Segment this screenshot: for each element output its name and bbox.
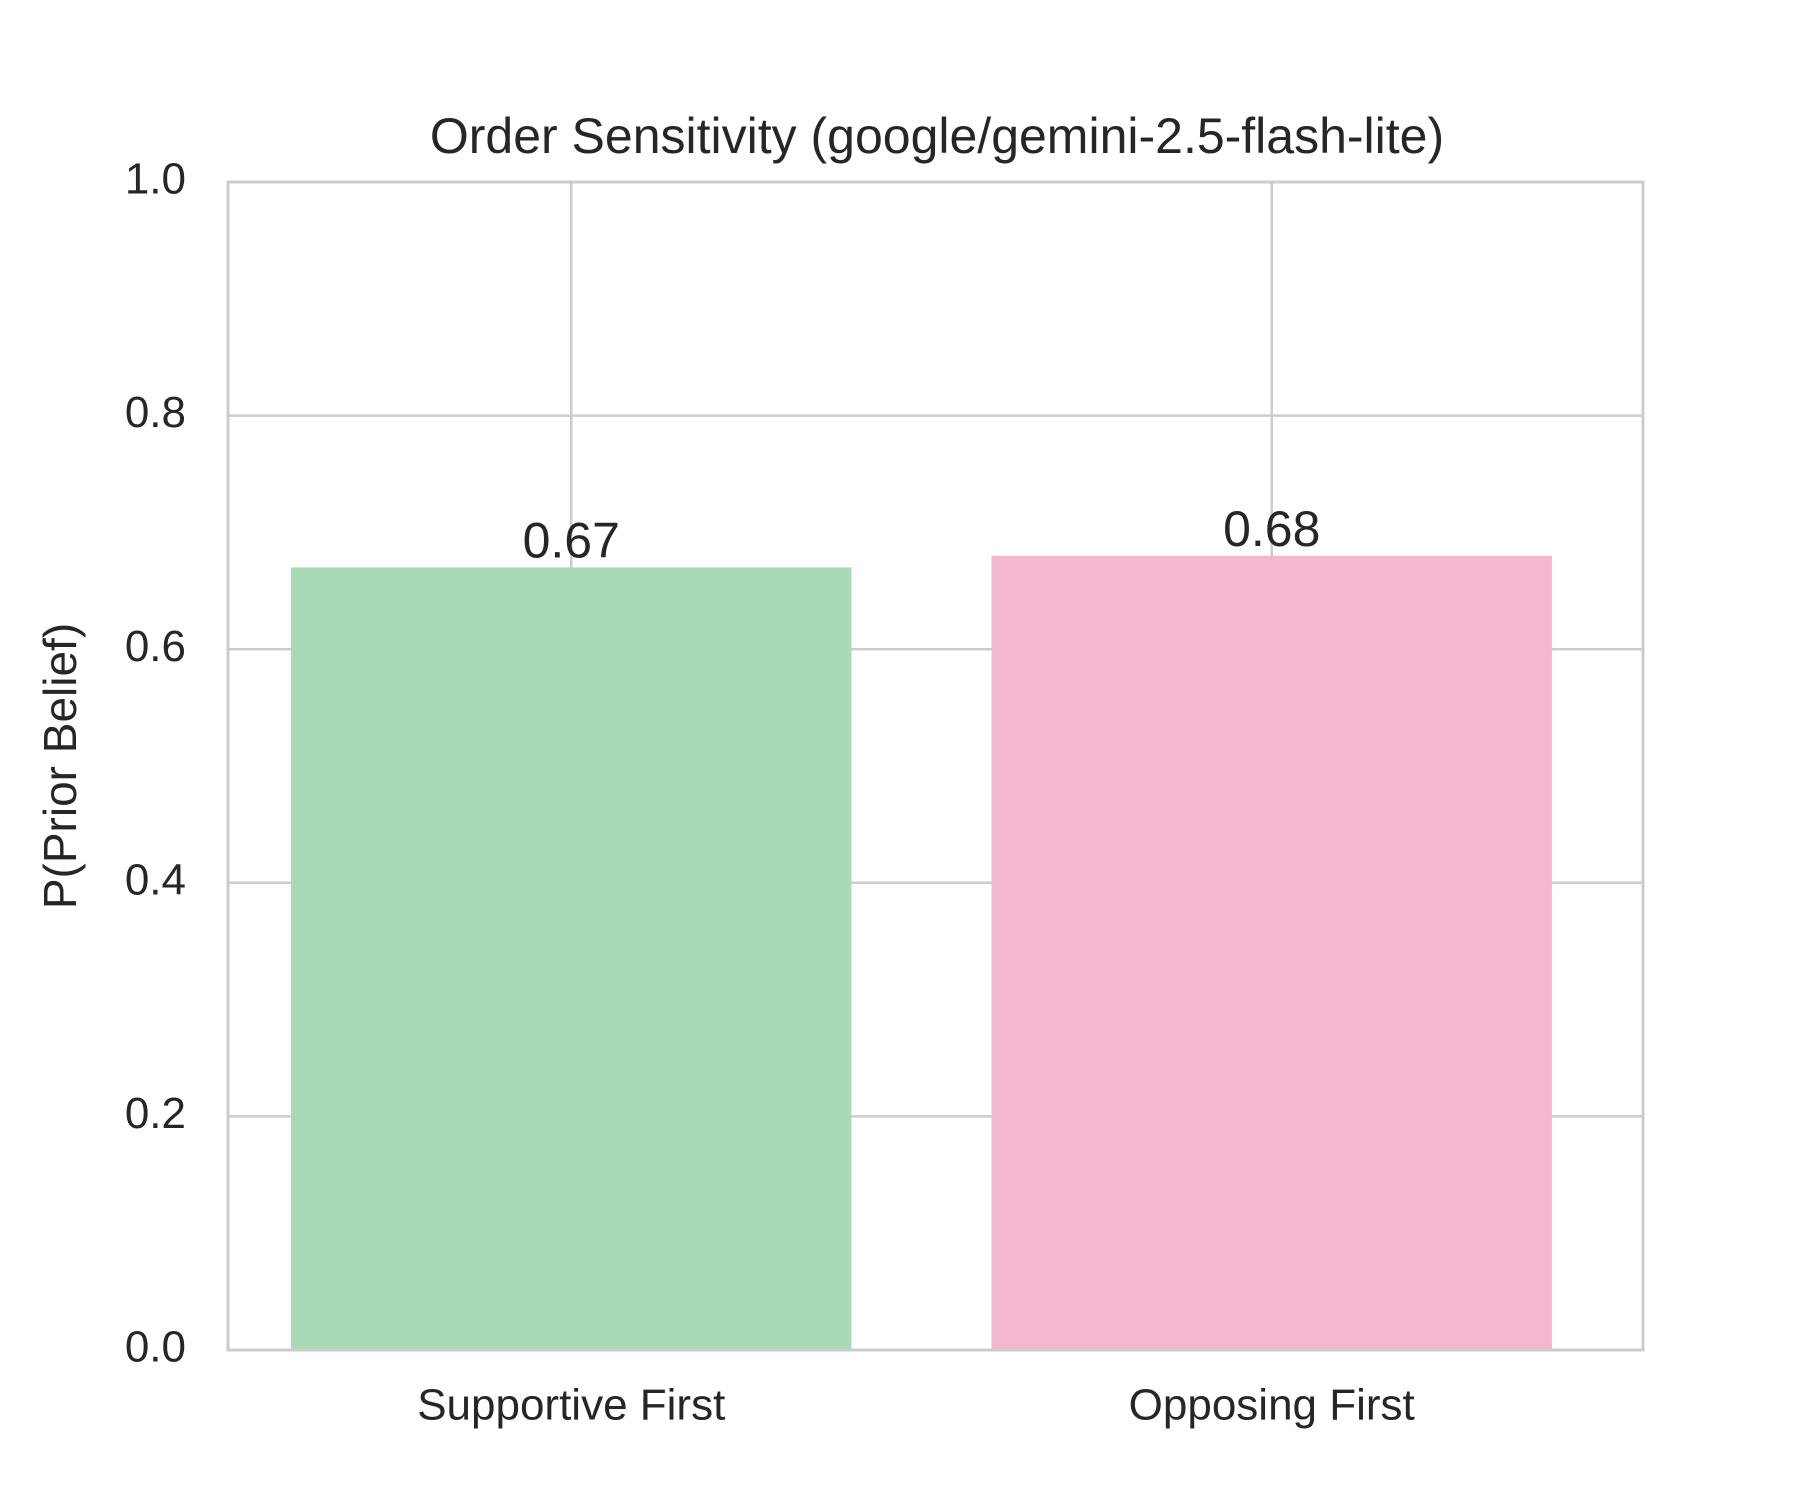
- y-tick-label: 0.4: [125, 855, 186, 904]
- bar: [991, 555, 1552, 1350]
- plot-frame: [226, 180, 1645, 1352]
- value-label: 0.68: [1223, 501, 1320, 557]
- value-label: 0.67: [523, 512, 620, 568]
- y-tick-label: 0.6: [125, 622, 186, 671]
- chart-title: Order Sensitivity (google/gemini-2.5-fla…: [430, 108, 1444, 164]
- y-tick-label: 1.0: [125, 155, 186, 204]
- y-axis-label: P(Prior Belief): [34, 623, 86, 909]
- labels: 0.0 0.2 0.4 0.6 0.8 1.0 Supportive First 0.67 Op…: [125, 155, 1415, 1430]
- bars: [291, 555, 1552, 1350]
- y-tick-label: 0.8: [125, 388, 186, 437]
- x-tick-label: Supportive First: [417, 1381, 725, 1430]
- y-tick-label: 0.2: [125, 1089, 186, 1138]
- bar: [291, 567, 852, 1350]
- x-tick-label: Opposing First: [1129, 1381, 1415, 1430]
- y-tick-label: 0.0: [125, 1323, 186, 1372]
